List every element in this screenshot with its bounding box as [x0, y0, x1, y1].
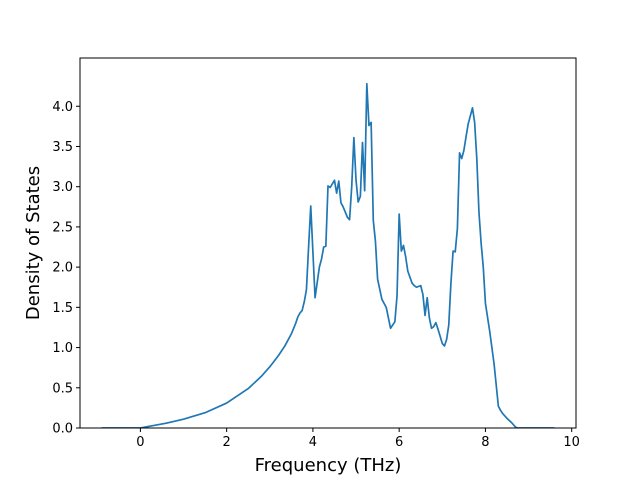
y-tick-label: 3.5	[52, 140, 73, 155]
series-line-0	[101, 82, 555, 428]
x-tick-label: 6	[395, 435, 403, 450]
y-tick-label: 2.0	[52, 261, 73, 276]
y-tick-label: 4.0	[52, 100, 73, 115]
x-tick-label: 10	[563, 435, 580, 450]
x-tick-label: 4	[309, 435, 317, 450]
plot-frame	[79, 57, 577, 429]
y-axis-label: Density of States	[23, 166, 44, 320]
y-tick-label: 1.5	[52, 301, 73, 316]
x-tick-label: 2	[223, 435, 231, 450]
y-tick-label: 0.5	[52, 381, 73, 396]
x-tick-label: 0	[136, 435, 144, 450]
x-tick-label: 8	[481, 435, 489, 450]
y-tick-label: 3.0	[52, 180, 73, 195]
y-tick-label: 2.5	[52, 220, 73, 235]
plot-area	[101, 82, 555, 428]
y-tick-label: 0.0	[52, 422, 73, 437]
axes: 0 2 4 6 8 10 0.0 0.5 1.0 1.5 2.0 2.5 3.0 3.5 4.0	[52, 57, 580, 450]
y-tick-label: 1.0	[52, 341, 73, 356]
x-axis-label: Frequency (THz)	[255, 455, 402, 476]
